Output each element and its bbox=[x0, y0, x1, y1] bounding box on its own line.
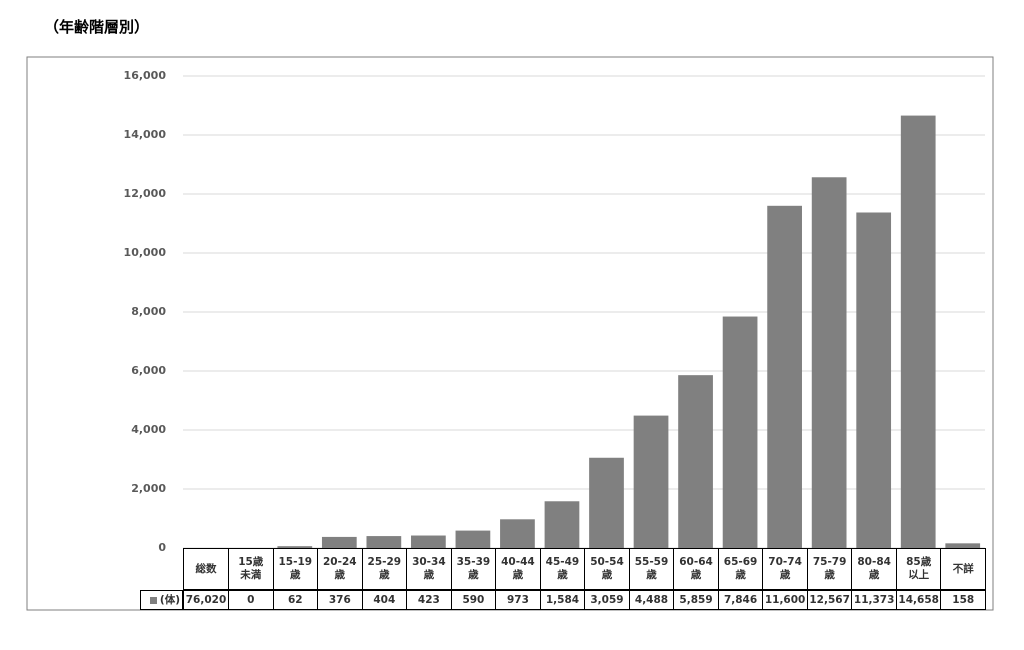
table-value: 590 bbox=[450, 590, 497, 610]
legend-swatch bbox=[149, 596, 157, 604]
table-value: 76,020 bbox=[183, 590, 229, 610]
bar bbox=[900, 115, 936, 549]
y-tick-label: 4,000 bbox=[131, 423, 166, 436]
bar bbox=[366, 536, 402, 548]
bar bbox=[321, 536, 357, 548]
table-header: 35-39 歳 bbox=[450, 548, 497, 590]
bar bbox=[589, 457, 624, 548]
legend-label: (体) bbox=[159, 593, 180, 606]
table-value: 376 bbox=[317, 590, 363, 610]
table-value: 0 bbox=[228, 590, 274, 610]
table-value: 62 bbox=[272, 590, 319, 610]
bar bbox=[856, 212, 892, 548]
y-tick-label: 0 bbox=[158, 541, 166, 554]
table-header: 60-64 歳 bbox=[673, 548, 719, 590]
bar bbox=[678, 375, 713, 548]
y-tick-label: 10,000 bbox=[124, 246, 167, 259]
table-value: 5,859 bbox=[673, 590, 719, 610]
y-tick-label: 16,000 bbox=[124, 69, 167, 82]
bar bbox=[945, 543, 981, 548]
chart-frame bbox=[26, 56, 994, 611]
bar bbox=[455, 530, 491, 548]
table-value: 11,600 bbox=[762, 590, 808, 610]
table-header: 65-69 歳 bbox=[717, 548, 764, 590]
bar bbox=[722, 316, 758, 548]
table-value: 3,059 bbox=[584, 590, 630, 610]
table-header: 55-59 歳 bbox=[628, 548, 675, 590]
table-value: 404 bbox=[361, 590, 408, 610]
table-header: 不詳 bbox=[940, 548, 986, 590]
y-tick-label: 2,000 bbox=[131, 482, 166, 495]
table-header: 40-44 歳 bbox=[495, 548, 541, 590]
table-header: 75-79 歳 bbox=[806, 548, 853, 590]
table-value: 1,584 bbox=[539, 590, 586, 610]
page-title: （年齢階層別） bbox=[44, 18, 150, 36]
table-header: 50-54 歳 bbox=[584, 548, 630, 590]
y-tick-label: 8,000 bbox=[131, 305, 166, 318]
bar bbox=[767, 205, 802, 549]
y-tick-label: 6,000 bbox=[131, 364, 166, 377]
table-value: 14,658 bbox=[895, 590, 942, 610]
table-header: 30-34 歳 bbox=[406, 548, 452, 590]
legend-entry: (体) bbox=[140, 590, 183, 610]
table-header: 85歳 以上 bbox=[895, 548, 942, 590]
table-header: 総数 bbox=[183, 548, 229, 590]
table-value: 7,846 bbox=[717, 590, 764, 610]
table-value: 11,373 bbox=[851, 590, 897, 610]
table-value: 973 bbox=[495, 590, 541, 610]
table-value: 12,567 bbox=[806, 590, 853, 610]
table-header: 80-84 歳 bbox=[851, 548, 897, 590]
table-value: 4,488 bbox=[628, 590, 675, 610]
table-value: 423 bbox=[406, 590, 452, 610]
table-header: 20-24 歳 bbox=[317, 548, 363, 590]
table-header: 45-49 歳 bbox=[539, 548, 586, 590]
table-header: 25-29 歳 bbox=[361, 548, 408, 590]
table-header: 15-19 歳 bbox=[272, 548, 319, 590]
table-value: 158 bbox=[940, 590, 986, 610]
bar bbox=[411, 535, 446, 548]
table-header: 70-74 歳 bbox=[762, 548, 808, 590]
y-tick-label: 14,000 bbox=[124, 128, 167, 141]
table-header: 15歳 未満 bbox=[228, 548, 274, 590]
bar bbox=[633, 415, 669, 548]
bar bbox=[811, 177, 847, 548]
bar bbox=[500, 519, 535, 548]
bar bbox=[277, 546, 313, 548]
bar bbox=[544, 501, 580, 548]
y-tick-label: 12,000 bbox=[124, 187, 167, 200]
